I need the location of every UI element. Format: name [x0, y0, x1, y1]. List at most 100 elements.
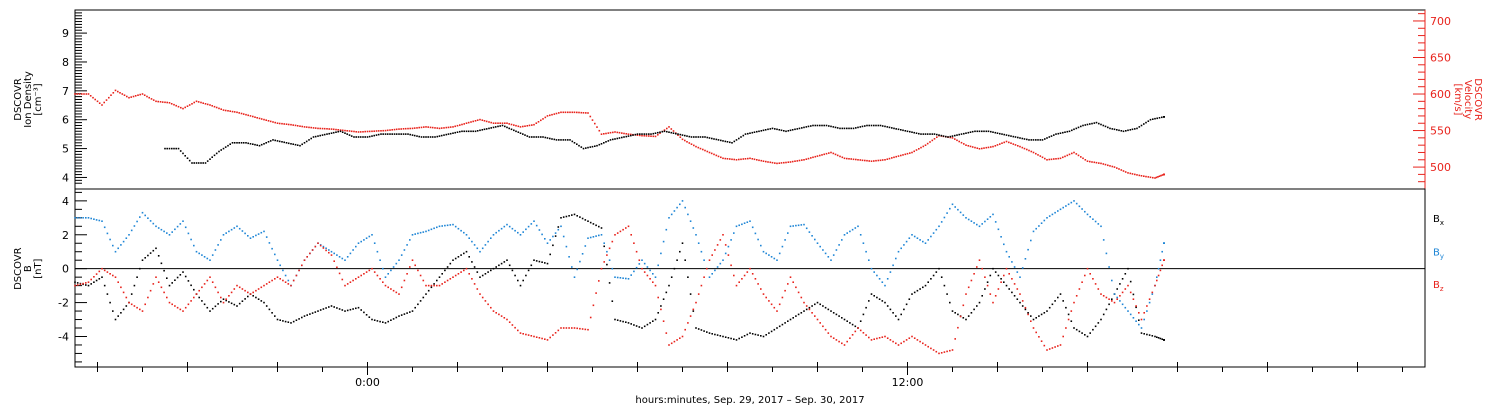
series-by-point: [800, 224, 803, 226]
series-bz-point: [195, 293, 198, 295]
series-by-point: [93, 218, 95, 220]
series-bz-point: [792, 281, 794, 283]
series-by-point: [571, 266, 573, 268]
velocity-series-point: [533, 123, 535, 126]
series-bx-point: [1021, 305, 1024, 307]
velocity-series-point: [166, 101, 168, 104]
velocity-series-point: [150, 98, 153, 100]
series-bz-point: [603, 261, 605, 263]
density-series-point: [479, 129, 481, 132]
density-series-point: [1012, 135, 1015, 138]
series-bx-point: [168, 284, 171, 287]
series-by-point: [781, 245, 784, 248]
series-bz-point: [1070, 310, 1073, 312]
field-tick-label: -2: [58, 297, 69, 310]
density-series-point: [1136, 127, 1138, 130]
density-tick-label: 8: [62, 56, 69, 69]
velocity-series-point: [359, 131, 362, 133]
series-bz-point: [1151, 291, 1154, 294]
velocity-series-point: [576, 111, 578, 114]
series-by-point: [608, 259, 611, 261]
velocity-series-point: [330, 128, 333, 130]
series-bz-point: [517, 329, 519, 332]
density-series-point: [184, 155, 186, 157]
series-by-point: [976, 223, 978, 226]
density-series-point: [440, 134, 443, 137]
series-by-point: [641, 259, 643, 261]
velocity-series-point: [220, 108, 222, 110]
series-bx-point: [1019, 301, 1021, 304]
series-bx-point: [90, 283, 92, 285]
series-by-point: [525, 228, 527, 231]
series-bx-point: [155, 247, 157, 250]
velocity-series-point: [1093, 161, 1096, 164]
density-series-point: [400, 133, 402, 135]
velocity-series-point: [564, 111, 567, 114]
velocity-series-point: [177, 105, 180, 108]
series-bz-point: [646, 274, 649, 277]
series-by-point: [724, 252, 727, 255]
series-by-point: [160, 228, 163, 231]
density-series-point: [463, 130, 465, 133]
series-bz-point: [600, 267, 603, 270]
series-bx-point: [217, 303, 219, 305]
density-series-point: [909, 130, 911, 133]
series-by-point: [1011, 261, 1013, 263]
series-bx-point: [209, 310, 211, 312]
series-bx-point: [114, 318, 117, 321]
series-bx-point: [457, 256, 460, 258]
series-bz-point: [754, 278, 757, 280]
velocity-series-point: [1111, 165, 1114, 168]
series-by-point: [473, 244, 476, 246]
density-series-point: [175, 147, 177, 150]
velocity-series-point: [549, 114, 551, 117]
series-bz-point: [708, 259, 711, 261]
field-axis-title-line: B: [23, 265, 34, 272]
density-series-point: [531, 136, 533, 138]
velocity-series-point: [976, 147, 979, 149]
series-bz-point: [314, 245, 317, 248]
velocity-series-point: [774, 162, 776, 164]
series-by-point: [1148, 301, 1151, 304]
velocity-series-point: [407, 127, 409, 130]
velocity-series-point: [690, 143, 693, 145]
velocity-series-point: [987, 146, 990, 149]
series-by-point: [379, 259, 381, 261]
velocity-series-point: [98, 102, 101, 104]
velocity-series-point: [751, 158, 754, 160]
density-series-point: [978, 130, 981, 133]
velocity-series-point: [895, 155, 897, 158]
series-bz-point: [706, 267, 708, 270]
velocity-series-point: [733, 158, 735, 161]
series-by-point: [562, 235, 565, 238]
series-bx-point: [646, 323, 649, 326]
velocity-series-point: [443, 127, 445, 129]
series-by-point: [1151, 293, 1154, 295]
density-series-point: [413, 134, 416, 137]
series-by-point: [122, 240, 125, 243]
density-series-point: [1046, 137, 1048, 139]
velocity-series-point: [931, 139, 934, 142]
velocity-series-point: [427, 126, 429, 128]
density-series-point: [542, 136, 544, 138]
velocity-series-point: [926, 142, 929, 145]
density-series-point: [591, 145, 594, 148]
series-bz-point: [271, 279, 273, 282]
velocity-series-point: [540, 119, 542, 122]
series-bz-point: [427, 284, 430, 287]
series-bx-point: [895, 315, 897, 317]
density-series-point: [263, 143, 265, 145]
series-bz-point: [452, 276, 454, 278]
density-series-point: [1152, 118, 1154, 120]
series-by-point: [120, 244, 122, 246]
velocity-series-point: [848, 158, 850, 160]
series-bx-point: [468, 256, 470, 258]
velocity-series-point: [843, 157, 846, 160]
series-by-point: [427, 229, 430, 232]
series-by-point: [622, 277, 624, 279]
density-series-point: [438, 135, 441, 137]
series-bx-point: [687, 276, 689, 278]
series-bx-point: [976, 305, 978, 307]
density-series-point: [645, 133, 648, 135]
velocity-tick-label: 700: [1430, 15, 1451, 28]
